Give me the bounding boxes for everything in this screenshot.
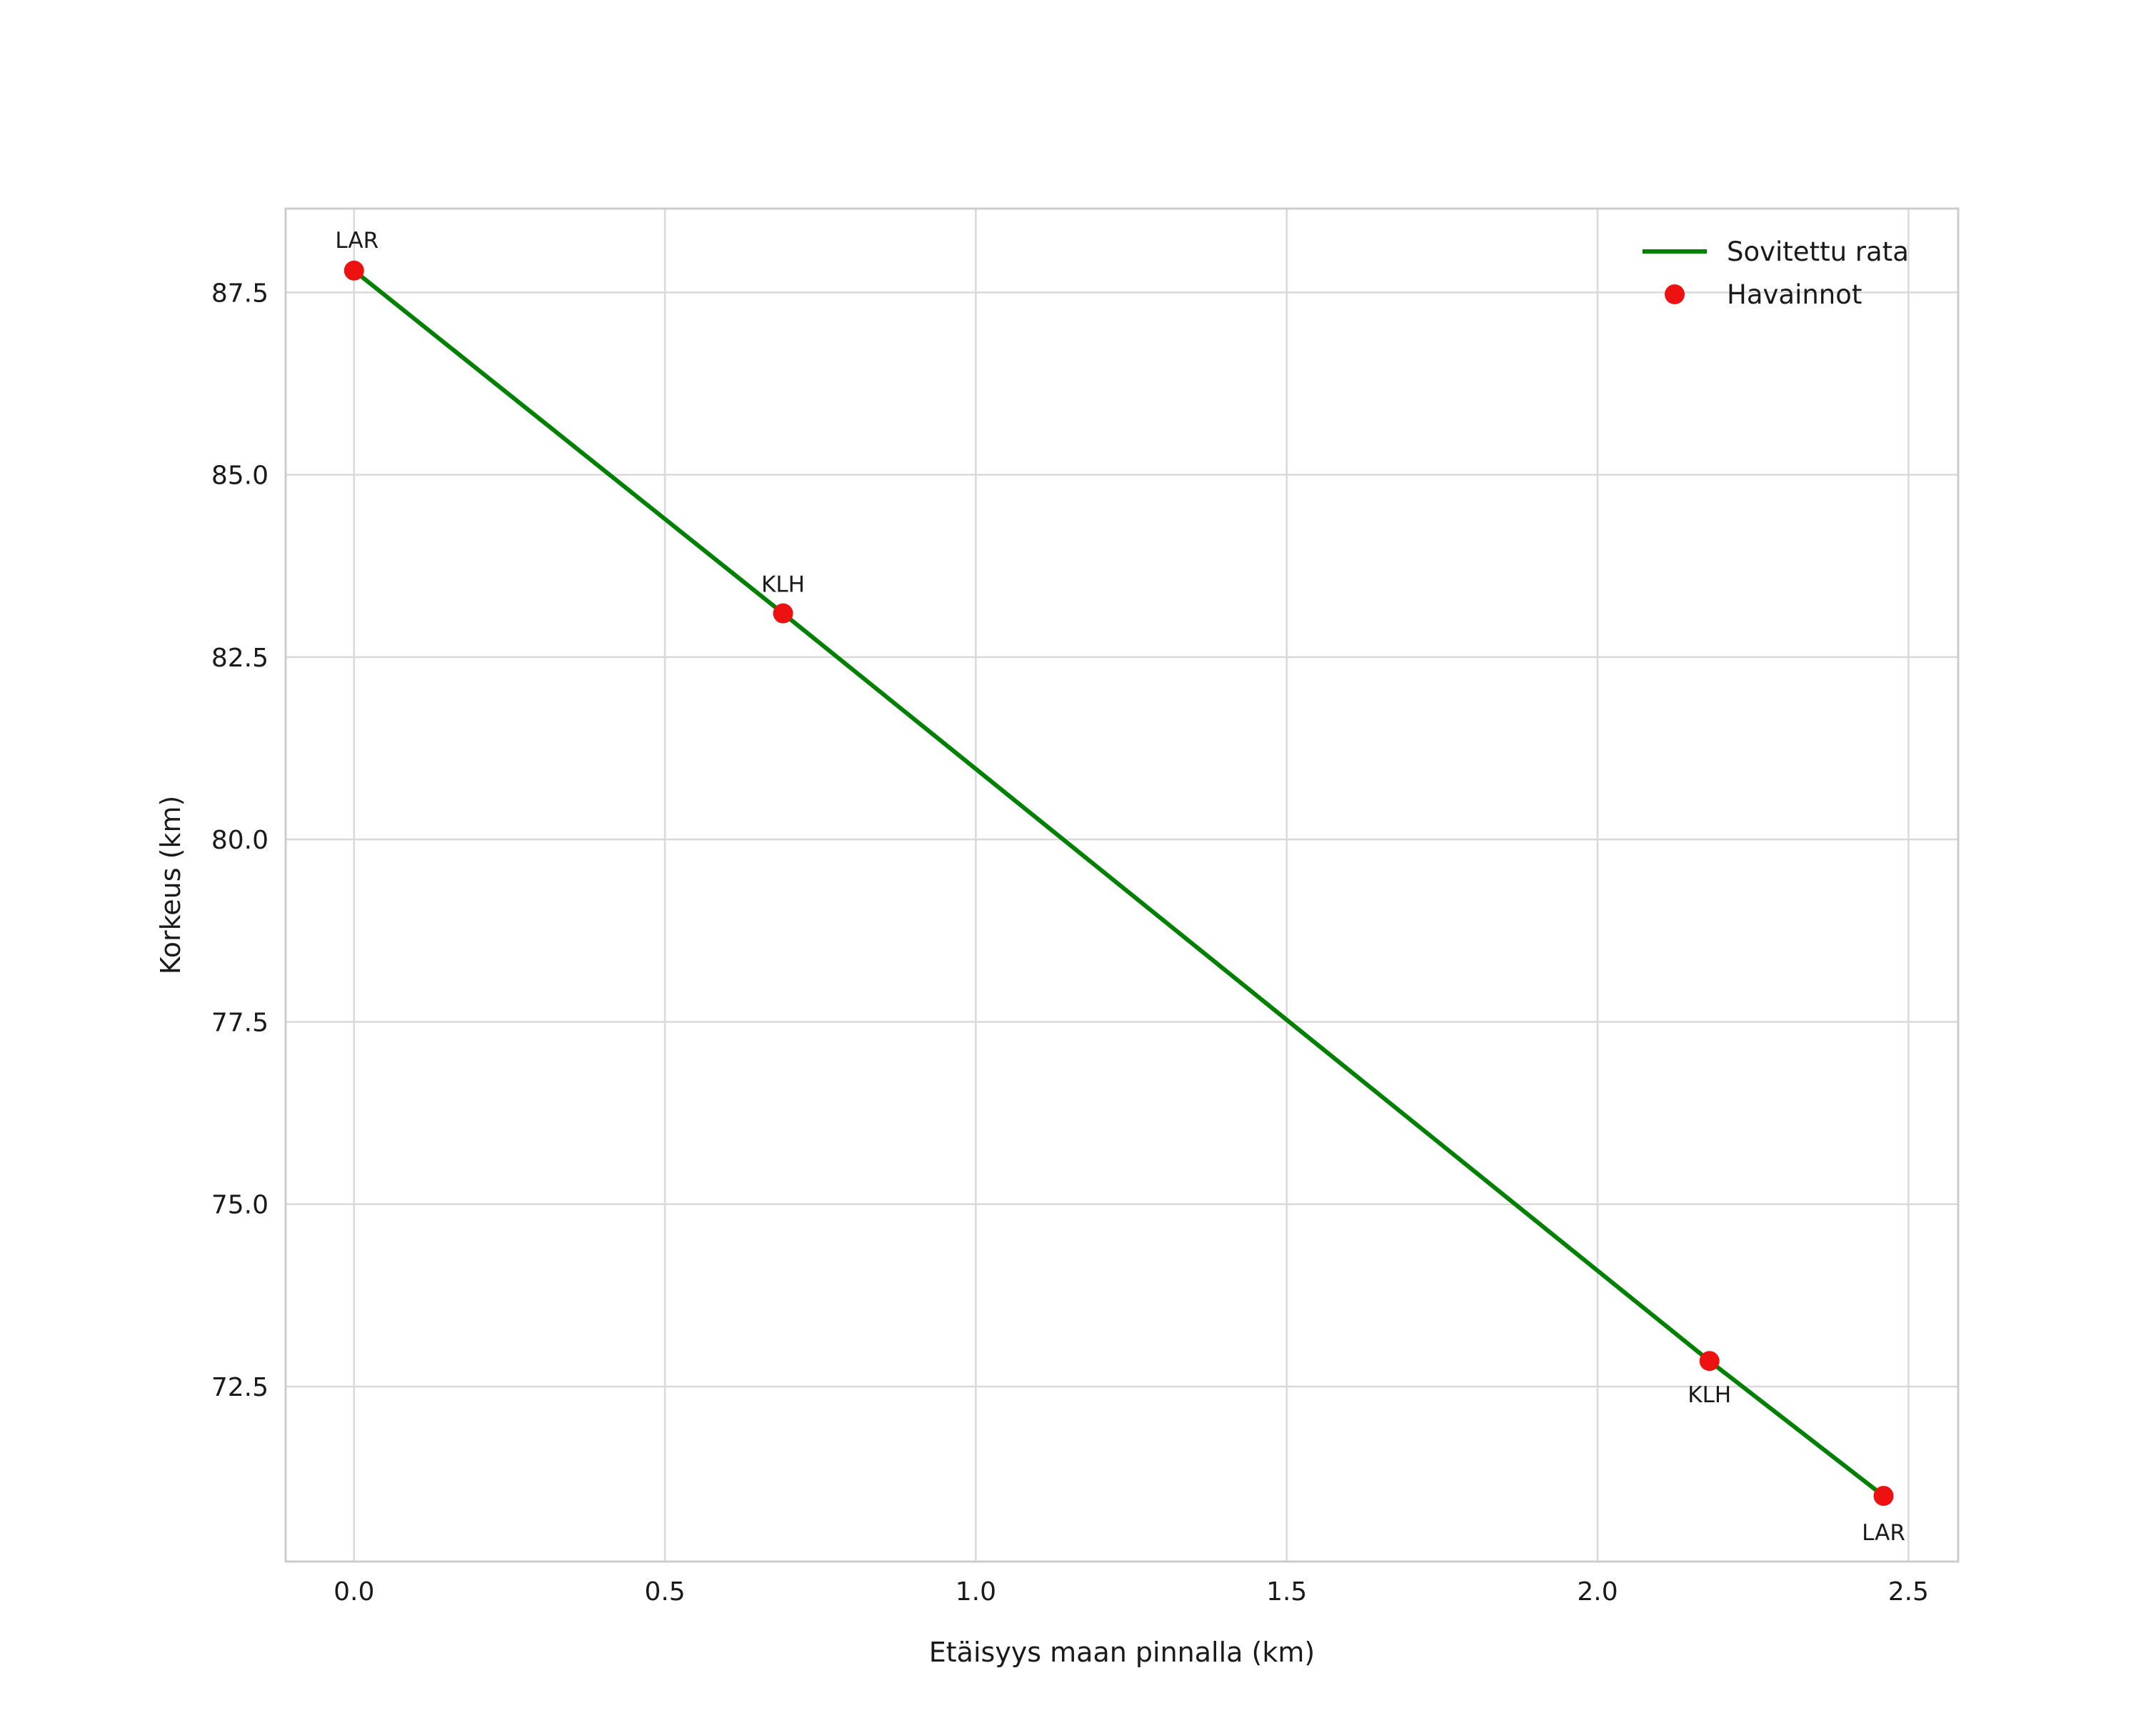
y-tick-label: 87.5 xyxy=(211,279,269,308)
point-label: KLH xyxy=(1688,1382,1731,1408)
y-tick-label: 77.5 xyxy=(211,1008,269,1037)
observation-point xyxy=(773,603,793,624)
fitted-line xyxy=(351,268,1886,1499)
x-tick-label: 0.0 xyxy=(334,1577,374,1607)
observation-point xyxy=(1873,1486,1894,1507)
legend-label: Sovitettu rata xyxy=(1727,236,1909,267)
point-label: KLH xyxy=(761,572,805,598)
legend: Sovitettu rata Havainnot xyxy=(1643,236,1909,310)
observation-point xyxy=(344,260,364,281)
x-tick-label: 1.5 xyxy=(1266,1577,1307,1607)
observation-point xyxy=(1699,1351,1720,1372)
y-tick-label: 80.0 xyxy=(211,826,269,855)
y-tick-label: 75.0 xyxy=(211,1191,269,1220)
legend-label: Havainnot xyxy=(1727,279,1862,310)
plot-border xyxy=(284,207,1960,1563)
x-tick-label: 0.5 xyxy=(644,1577,685,1607)
y-tick-label: 72.5 xyxy=(211,1373,269,1402)
x-tick-label: 1.0 xyxy=(956,1577,996,1607)
legend-point-sample xyxy=(1665,284,1685,304)
x-axis-label: Etäisyys maan pinnalla (km) xyxy=(929,1637,1315,1668)
y-tick-label: 82.5 xyxy=(211,644,269,673)
y-axis-label: Korkeus (km) xyxy=(155,796,186,975)
x-tick-label: 2.0 xyxy=(1577,1577,1618,1607)
y-tick-label: 85.0 xyxy=(211,461,269,491)
point-label: LAR xyxy=(335,228,378,254)
x-tick-label: 2.5 xyxy=(1888,1577,1929,1607)
point-label: LAR xyxy=(1862,1520,1905,1546)
